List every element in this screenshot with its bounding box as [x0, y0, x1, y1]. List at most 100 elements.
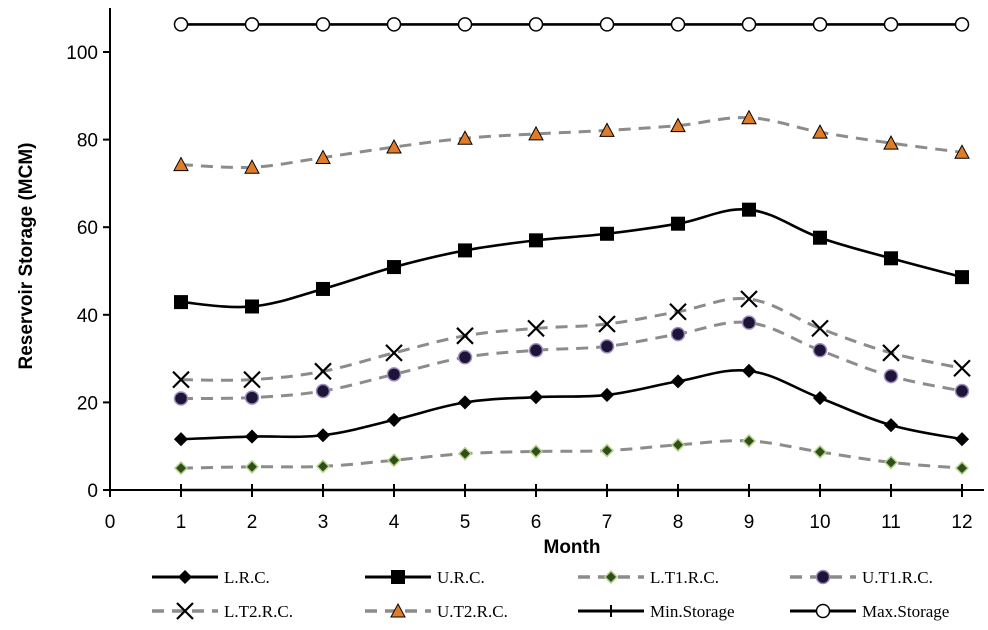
- data-point: [670, 374, 686, 389]
- data-point: [315, 383, 331, 399]
- data-point: [670, 437, 686, 452]
- data-point: [741, 433, 757, 449]
- data-point: [386, 17, 402, 32]
- data-point: [670, 17, 686, 32]
- data-point: [741, 109, 757, 125]
- series-u-t2-r-c: [173, 109, 970, 174]
- data-point: [457, 17, 473, 32]
- series-l-t2-r-c: [172, 290, 971, 389]
- data-point: [954, 383, 970, 399]
- data-point: [244, 17, 260, 32]
- data-point: [670, 117, 686, 133]
- series-l-t1-r-c: [173, 433, 970, 476]
- data-point: [599, 387, 615, 403]
- series-line: [180, 208, 963, 309]
- data-point: [528, 343, 544, 358]
- series-line: [180, 439, 963, 470]
- data-point: [599, 17, 615, 32]
- data-point: [174, 295, 188, 310]
- legend-label: U.T1.R.C.: [862, 568, 933, 587]
- data-point: [173, 391, 189, 406]
- legend-label: L.T2.R.C.: [224, 602, 293, 621]
- x-tick-label: 5: [460, 512, 471, 533]
- data-point: [600, 226, 614, 241]
- legend-swatch-marker: [390, 602, 406, 618]
- x-tick-label: 7: [602, 512, 613, 533]
- series-line: [180, 368, 963, 441]
- legend: L.R.C. U.R.C. L.T1.R.C. U.T1.R.C. L.T2.R.C. U…: [152, 568, 949, 621]
- data-point: [385, 344, 403, 362]
- data-point: [173, 432, 189, 447]
- data-point: [954, 144, 970, 159]
- x-axis-title: Month: [544, 537, 601, 558]
- data-point: [955, 270, 969, 285]
- x-tick-label: 1: [176, 512, 187, 533]
- data-point: [812, 17, 828, 32]
- data-point: [244, 159, 260, 174]
- x-tick-label: 6: [531, 512, 542, 533]
- data-point: [883, 368, 899, 384]
- data-point: [387, 260, 401, 275]
- data-point: [883, 135, 899, 150]
- series-min-storage: [180, 484, 963, 496]
- legend-item: U.R.C.: [365, 568, 485, 587]
- data-point: [173, 17, 189, 32]
- data-point: [386, 453, 402, 468]
- data-point: [528, 125, 544, 141]
- series-line: [180, 320, 963, 400]
- y-tick-label: 60: [77, 218, 98, 239]
- data-point: [315, 149, 331, 165]
- data-point: [458, 243, 472, 258]
- data-point: [741, 17, 757, 32]
- x-tick-label: 2: [247, 512, 258, 533]
- data-point: [740, 290, 758, 308]
- y-tick-label: 80: [77, 131, 98, 152]
- legend-item: Min.Storage: [578, 602, 735, 621]
- legend-item: Max.Storage: [790, 602, 949, 621]
- series-max-storage: [173, 17, 970, 32]
- y-tick-label: 40: [77, 306, 98, 327]
- series-u-t1-r-c: [173, 315, 970, 406]
- data-point: [528, 17, 544, 32]
- legend-swatch-marker: [603, 569, 619, 585]
- data-point: [812, 343, 828, 358]
- data-point: [883, 17, 899, 32]
- legend-label: U.R.C.: [437, 568, 485, 587]
- data-point: [457, 130, 473, 145]
- legend-label: U.T2.R.C.: [437, 602, 508, 621]
- legend-swatch-marker: [176, 602, 194, 620]
- legend-item: U.T2.R.C.: [365, 602, 508, 621]
- data-point: [813, 230, 827, 245]
- data-point: [529, 233, 543, 248]
- data-point: [316, 281, 330, 296]
- data-point: [812, 124, 828, 139]
- data-point: [599, 122, 615, 137]
- data-point: [812, 390, 828, 406]
- data-point: [243, 370, 261, 389]
- x-tick-label: 4: [389, 512, 400, 533]
- legend-item: U.T1.R.C.: [790, 568, 933, 587]
- data-point: [528, 444, 544, 459]
- data-point: [741, 315, 757, 330]
- data-point: [883, 418, 899, 433]
- data-point: [670, 326, 686, 342]
- x-tick-label: 11: [881, 512, 901, 533]
- data-point: [315, 428, 331, 443]
- data-point: [457, 395, 473, 410]
- data-point: [882, 344, 900, 362]
- data-point: [386, 367, 402, 382]
- legend-swatch-marker: [391, 570, 405, 584]
- data-point: [315, 17, 331, 32]
- data-point: [811, 319, 829, 338]
- y-tick-label: 20: [77, 393, 98, 414]
- series-line: [180, 116, 963, 169]
- data-point: [599, 339, 615, 354]
- legend-swatch-marker: [815, 603, 831, 619]
- data-point: [953, 359, 971, 378]
- y-tick-label: 0: [87, 481, 98, 502]
- data-point: [954, 432, 970, 447]
- series-u-r-c: [174, 202, 969, 314]
